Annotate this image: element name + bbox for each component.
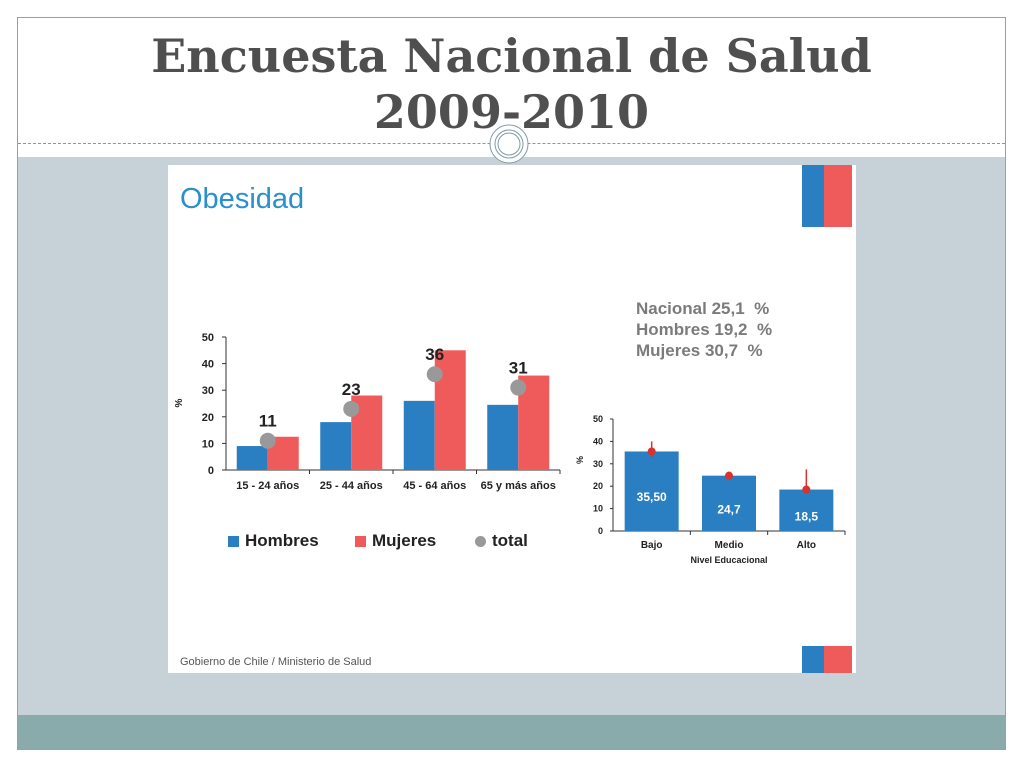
legend-swatch-total xyxy=(475,535,486,547)
edu-bar-0 xyxy=(624,451,679,531)
y-tick-label-1: 10 xyxy=(202,438,214,450)
bar-hombres-0 xyxy=(236,446,268,470)
title-line-1: Encuesta Nacional de Salud xyxy=(151,29,872,83)
edu-x-tick-label-2: Alto xyxy=(797,540,816,551)
obesity-by-education-chart: 0 10 20 30 40 50% 35,50 Bajo 24,7 Medio 18,5 Alto Ni… xyxy=(575,414,846,565)
x-tick-label-2: 45 - 64 años xyxy=(403,480,466,492)
chart-legend: Hombres Mujeres total xyxy=(228,531,568,555)
legend-item-hombres: Hombres xyxy=(228,531,319,551)
y-tick-label-3: 30 xyxy=(202,385,214,397)
edu-x-axis-label: Nivel Educacional xyxy=(690,555,767,565)
summary-nacional: Nacional 25,1 % xyxy=(636,299,770,318)
y-tick-label-2: 20 xyxy=(202,412,214,424)
bar-hombres-1 xyxy=(320,422,352,470)
chile-flag-icon-top xyxy=(802,165,852,227)
total-point-3 xyxy=(510,379,527,396)
total-label-2: 36 xyxy=(425,345,444,364)
total-point-1 xyxy=(343,400,360,417)
edu-value-label-0: 35,50 xyxy=(637,490,667,504)
edu-point-1 xyxy=(725,471,733,480)
panel-heading: Obesidad xyxy=(180,183,305,215)
total-point-0 xyxy=(259,432,276,449)
legend-label-mujeres: Mujeres xyxy=(372,531,437,550)
total-label-0: 11 xyxy=(259,412,277,431)
legend-swatch-hombres xyxy=(228,535,239,547)
legend-item-mujeres: Mujeres xyxy=(355,531,436,551)
total-label-1: 23 xyxy=(342,380,361,399)
edu-y-tick-label-0: 0 xyxy=(598,526,603,536)
y-tick-label-0: 0 xyxy=(208,465,214,477)
chile-flag-icon-bottom xyxy=(802,646,852,673)
divider-ornament-icon xyxy=(489,124,529,164)
panel-footer-source: Gobierno de Chile / Ministerio de Salud xyxy=(180,656,372,668)
x-tick-label-0: 15 - 24 años xyxy=(236,480,299,492)
edu-point-2 xyxy=(802,485,811,494)
y-axis-label: % xyxy=(174,398,185,407)
y-tick-label-4: 40 xyxy=(202,359,214,371)
x-tick-label-1: 25 - 44 años xyxy=(320,480,383,492)
edu-value-label-1: 24,7 xyxy=(717,502,741,516)
bar-hombres-3 xyxy=(487,404,519,470)
edu-value-label-2: 18,5 xyxy=(795,509,819,523)
edu-x-tick-label-0: Bajo xyxy=(641,540,663,551)
obesity-by-age-chart: 0 10 20 30 40 50% 11 15 - 24 años 23 25 - 44 años… xyxy=(174,332,561,492)
slide-title: Encuesta Nacional de Salud 2009-2010 xyxy=(17,28,1006,140)
edu-y-axis-label: % xyxy=(575,456,585,464)
edu-point-0 xyxy=(647,447,656,456)
summary-hombres: Hombres 19,2 % xyxy=(636,320,773,339)
edu-bar-2 xyxy=(779,489,834,531)
summary-mujeres: Mujeres 30,7 % xyxy=(636,341,763,360)
chart-panel: Obesidad Nacional 25,1 % Hombres 19,2 % … xyxy=(168,165,856,673)
legend-item-total: total xyxy=(475,531,528,551)
national-summary: Nacional 25,1 % Hombres 19,2 % Mujeres 3… xyxy=(636,298,772,361)
edu-y-tick-label-3: 30 xyxy=(593,459,603,469)
x-tick-label-3: 65 y más años xyxy=(481,480,556,492)
edu-y-tick-label-2: 20 xyxy=(593,481,603,491)
total-point-2 xyxy=(426,366,443,383)
edu-y-tick-label-4: 40 xyxy=(593,436,603,446)
total-label-3: 31 xyxy=(509,359,528,378)
slide-footer-band xyxy=(18,715,1005,749)
edu-y-tick-label-1: 10 xyxy=(593,504,603,514)
legend-swatch-mujeres xyxy=(355,535,366,547)
edu-x-tick-label-1: Medio xyxy=(715,540,744,551)
edu-bar-1 xyxy=(702,475,756,531)
bar-hombres-2 xyxy=(403,400,435,470)
y-tick-label-5: 50 xyxy=(202,332,214,344)
legend-label-hombres: Hombres xyxy=(245,531,319,550)
legend-label-total: total xyxy=(492,531,528,550)
edu-y-tick-label-5: 50 xyxy=(593,414,603,424)
